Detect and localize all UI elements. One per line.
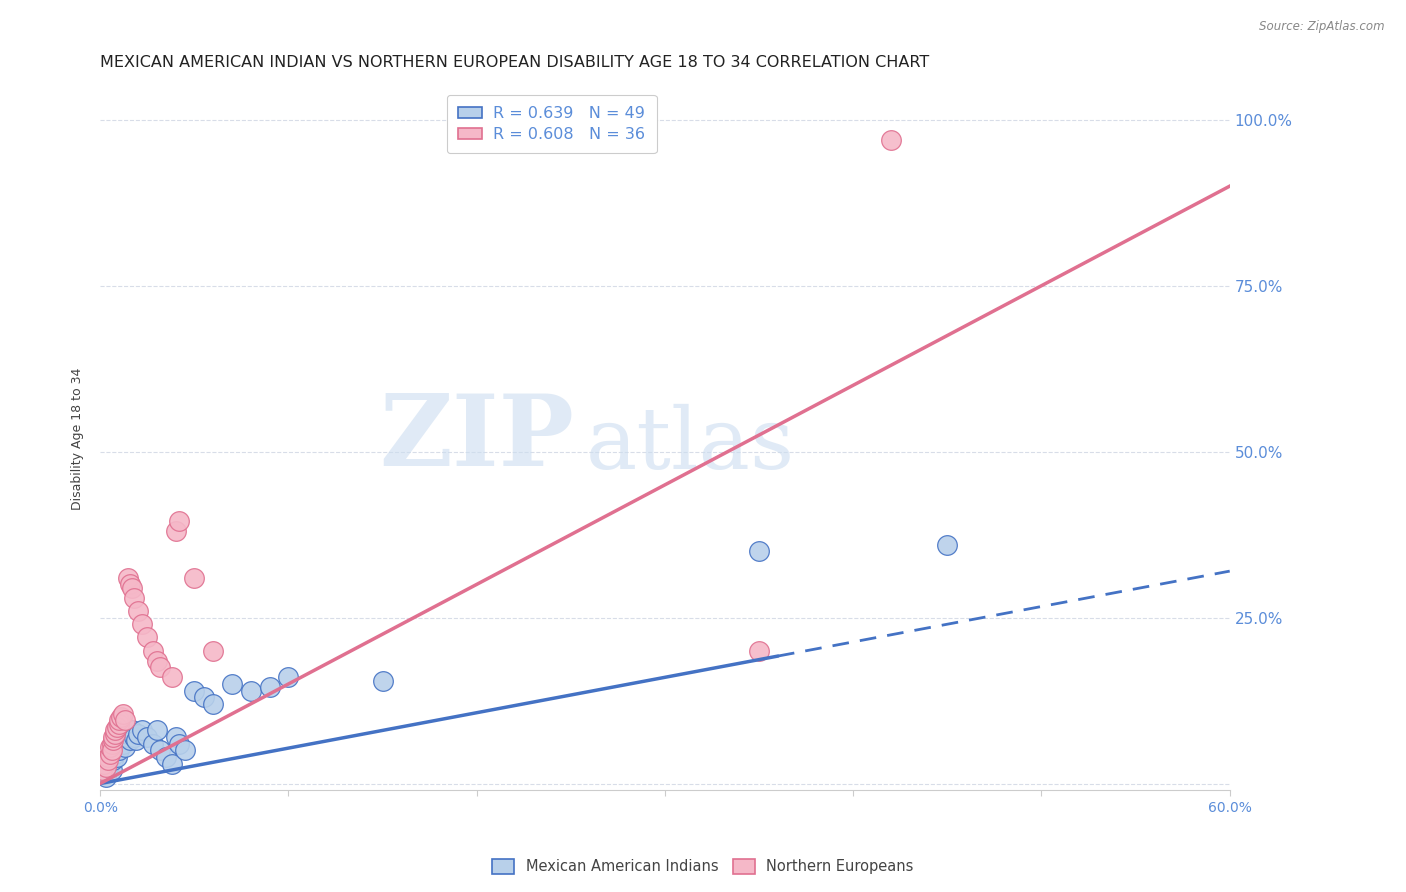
Point — [93, 760, 115, 774]
Y-axis label: Disability Age 18 to 34: Disability Age 18 to 34 — [72, 368, 84, 509]
Point — [91, 763, 114, 777]
Point — [259, 680, 281, 694]
Point — [108, 743, 131, 757]
Text: MEXICAN AMERICAN INDIAN VS NORTHERN EUROPEAN DISABILITY AGE 18 TO 34 CORRELATION: MEXICAN AMERICAN INDIAN VS NORTHERN EURO… — [100, 55, 929, 70]
Point — [202, 697, 225, 711]
Point — [110, 733, 132, 747]
Point — [371, 673, 394, 688]
Point — [98, 750, 121, 764]
Point — [93, 766, 115, 780]
Point — [193, 690, 215, 705]
Point — [98, 756, 121, 771]
Point — [145, 654, 167, 668]
Point — [103, 730, 125, 744]
Text: ZIP: ZIP — [380, 390, 575, 487]
Point — [105, 750, 128, 764]
Point — [155, 750, 177, 764]
Point — [142, 644, 165, 658]
Point — [114, 739, 136, 754]
Point — [120, 733, 142, 747]
Point — [104, 723, 127, 738]
Point — [127, 727, 149, 741]
Point — [108, 737, 131, 751]
Point — [103, 753, 125, 767]
Point — [108, 716, 131, 731]
Legend: Mexican American Indians, Northern Europeans: Mexican American Indians, Northern Europ… — [486, 853, 920, 880]
Point — [277, 670, 299, 684]
Point — [136, 730, 159, 744]
Point — [160, 670, 183, 684]
Point — [880, 133, 903, 147]
Text: Source: ZipAtlas.com: Source: ZipAtlas.com — [1260, 20, 1385, 33]
Point — [936, 537, 959, 551]
Point — [122, 591, 145, 605]
Point — [111, 706, 134, 721]
Point — [160, 756, 183, 771]
Point — [93, 756, 115, 771]
Point — [108, 714, 131, 728]
Point — [136, 631, 159, 645]
Point — [98, 739, 121, 754]
Point — [104, 747, 127, 761]
Point — [145, 723, 167, 738]
Point — [174, 743, 197, 757]
Point — [114, 714, 136, 728]
Point — [125, 733, 148, 747]
Point — [142, 737, 165, 751]
Point — [105, 739, 128, 754]
Point — [169, 737, 191, 751]
Point — [94, 756, 117, 771]
Point — [165, 524, 187, 539]
Point — [121, 581, 143, 595]
Point — [110, 710, 132, 724]
Point — [111, 737, 134, 751]
Point — [100, 747, 122, 761]
Point — [120, 577, 142, 591]
Point — [748, 544, 770, 558]
Point — [94, 770, 117, 784]
Point — [98, 747, 121, 761]
Point — [105, 720, 128, 734]
Point — [103, 733, 125, 747]
Legend: R = 0.639   N = 49, R = 0.608   N = 36: R = 0.639 N = 49, R = 0.608 N = 36 — [447, 95, 657, 153]
Point — [221, 677, 243, 691]
Point — [149, 660, 172, 674]
Point — [100, 737, 122, 751]
Point — [131, 723, 153, 738]
Point — [131, 617, 153, 632]
Point — [91, 763, 114, 777]
Point — [100, 743, 122, 757]
Point — [97, 753, 120, 767]
Point — [202, 644, 225, 658]
Point — [127, 604, 149, 618]
Point — [100, 763, 122, 777]
Text: atlas: atlas — [586, 404, 794, 487]
Point — [169, 514, 191, 528]
Point — [149, 743, 172, 757]
Point — [165, 730, 187, 744]
Point — [183, 571, 205, 585]
Point — [183, 683, 205, 698]
Point — [117, 571, 139, 585]
Point — [104, 727, 127, 741]
Point — [97, 760, 120, 774]
Point — [121, 723, 143, 738]
Point — [97, 750, 120, 764]
Point — [94, 760, 117, 774]
Point — [117, 727, 139, 741]
Point — [122, 730, 145, 744]
Point — [97, 753, 120, 767]
Point — [115, 730, 138, 744]
Point — [104, 739, 127, 754]
Point — [239, 683, 262, 698]
Point — [103, 743, 125, 757]
Point — [748, 644, 770, 658]
